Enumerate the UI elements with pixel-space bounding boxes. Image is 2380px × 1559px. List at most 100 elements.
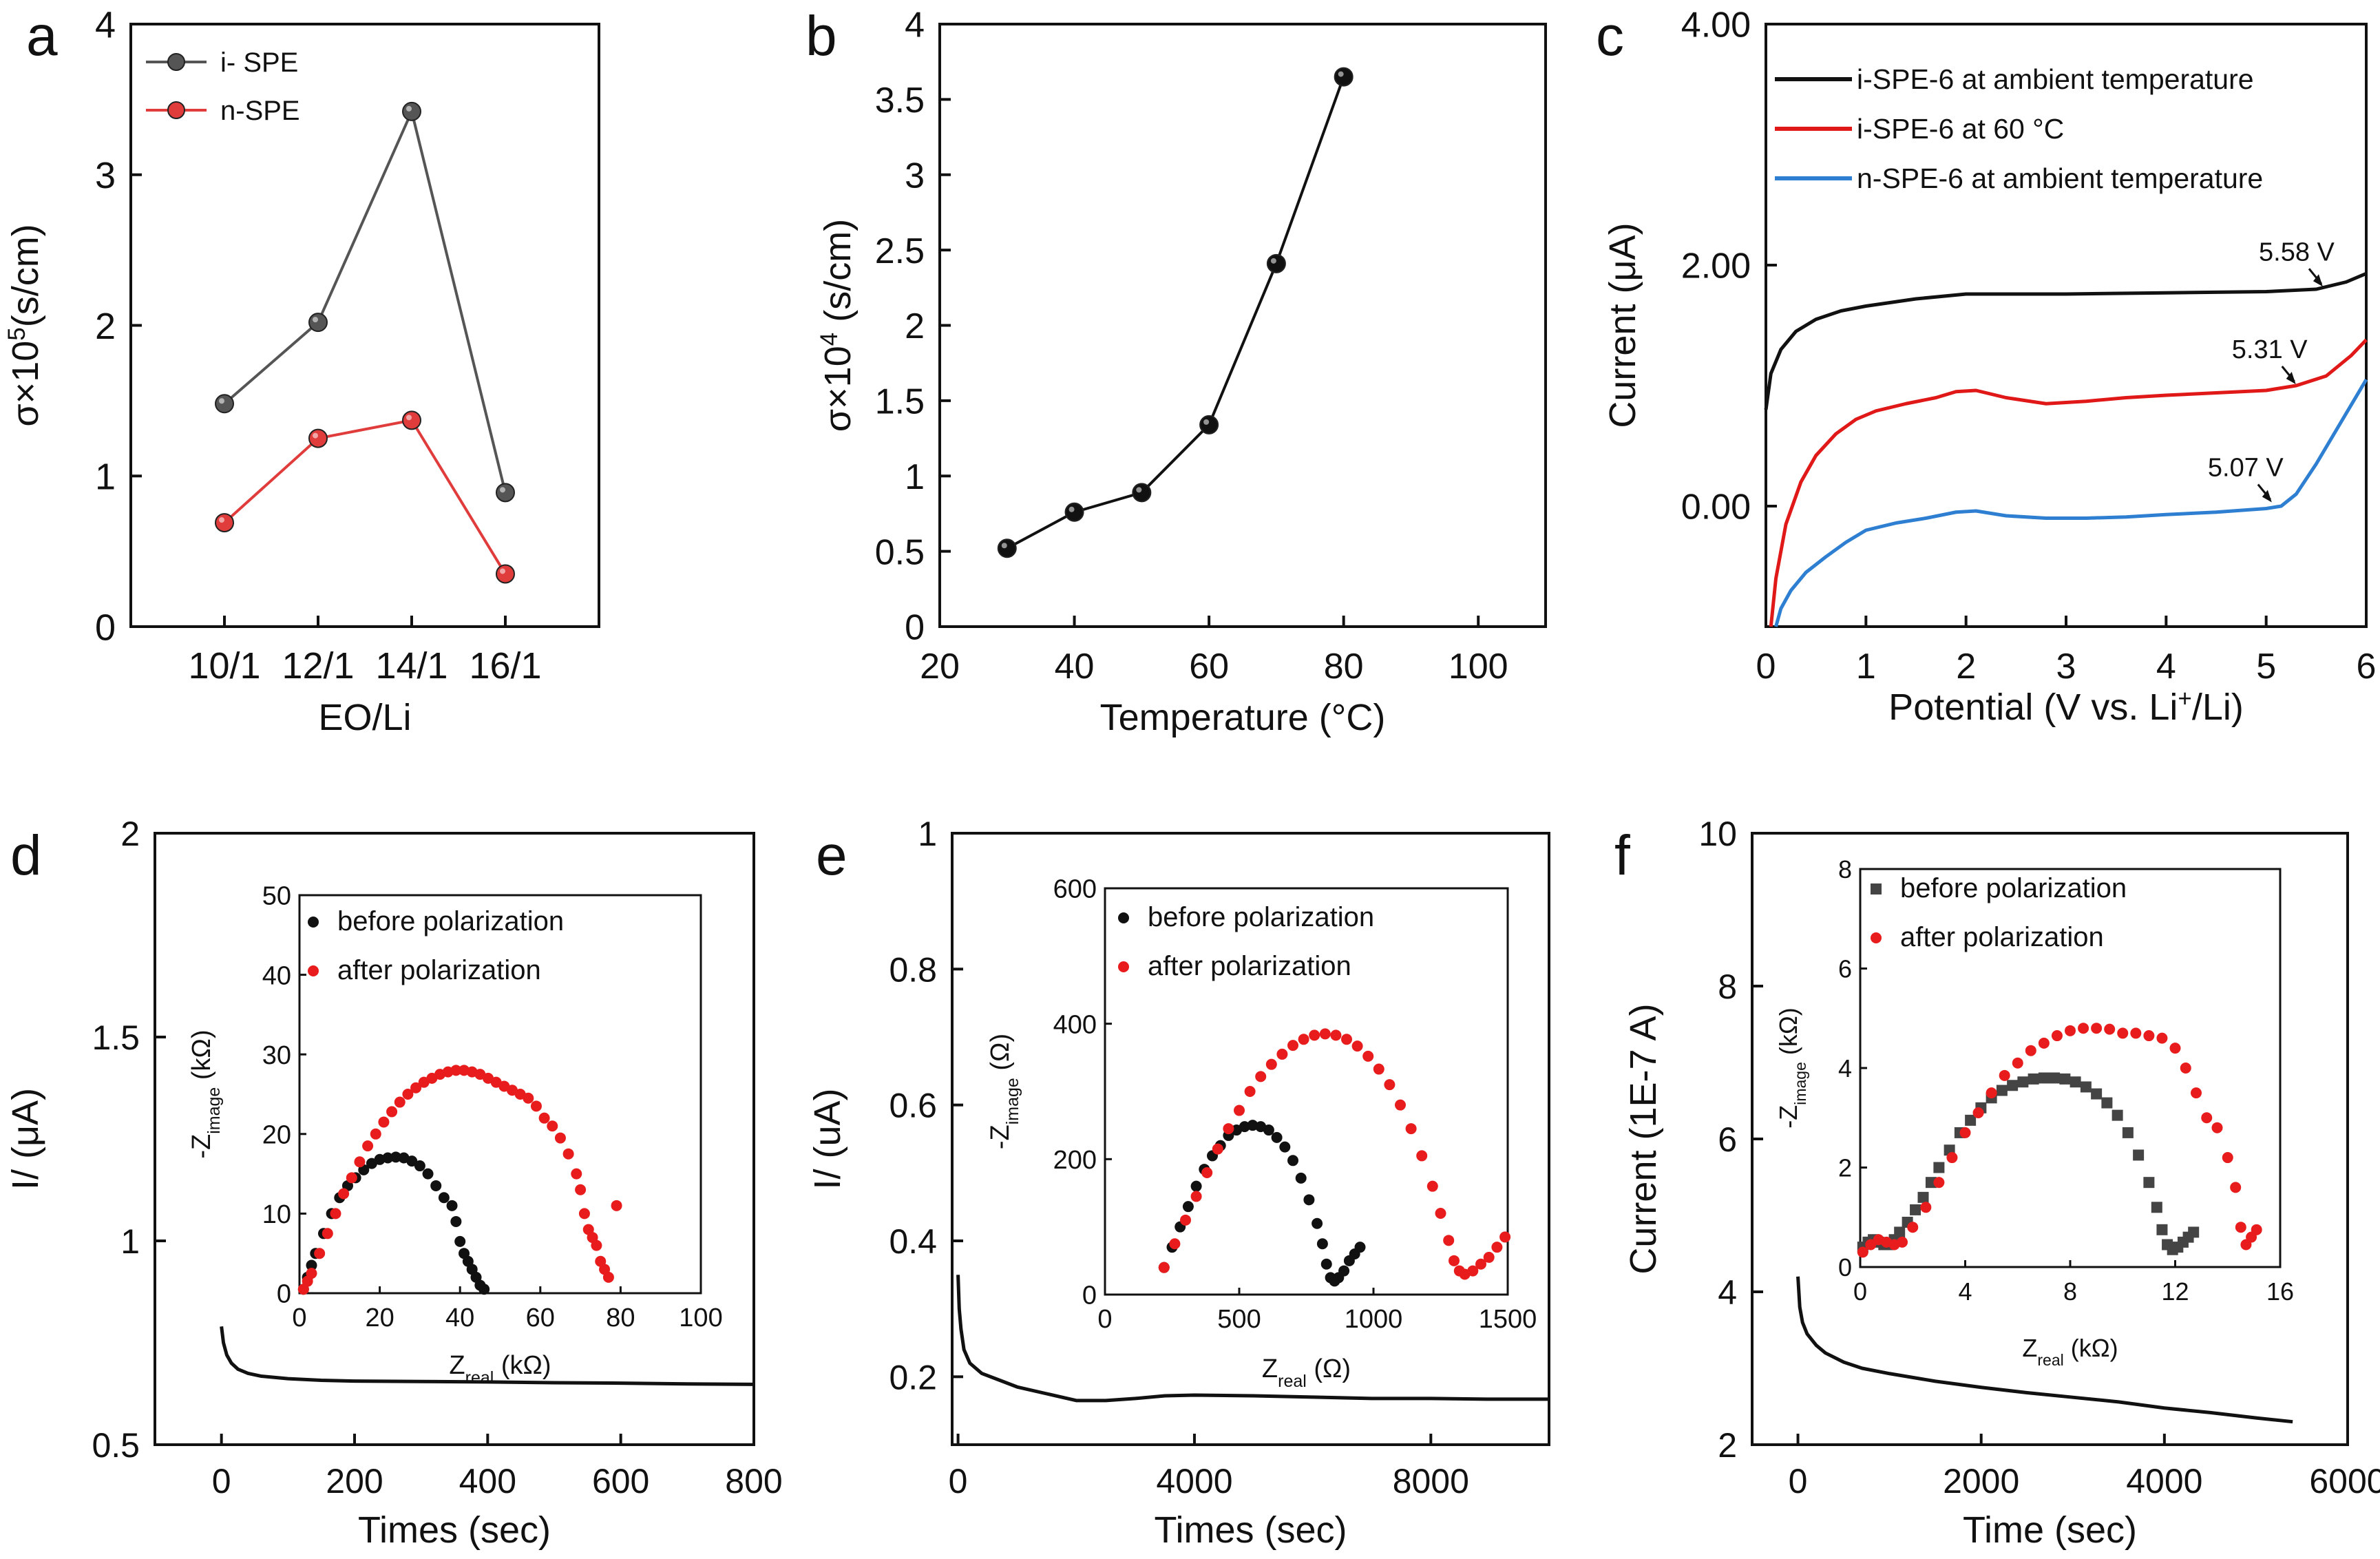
data-point [1857, 1246, 1868, 1258]
data-point [2143, 1177, 2155, 1189]
y-tick-label: 1 [95, 457, 116, 498]
data-point [2211, 1122, 2223, 1133]
series-line [1006, 76, 1345, 550]
data-point [2104, 1023, 2116, 1035]
x-tick-label: 6000 [2309, 1462, 2380, 1500]
data-point [314, 1248, 326, 1259]
legend-marker [167, 101, 185, 119]
data-point [382, 1152, 394, 1164]
data-point [1234, 1105, 1245, 1116]
data-point [1309, 1029, 1320, 1041]
data-point [1276, 1048, 1288, 1060]
data-point [1190, 1180, 1202, 1192]
x-tick-label: 400 [459, 1462, 516, 1500]
data-point [1298, 1034, 1309, 1045]
x-axis-label: Times (sec) [358, 1509, 551, 1551]
y-tick-label: 2 [95, 306, 116, 347]
series-line [1796, 1276, 2293, 1424]
data-point [454, 1235, 466, 1247]
data-point [547, 1120, 558, 1132]
data-point [2156, 1224, 2168, 1235]
x-axis-label: EO/Li [318, 697, 411, 738]
data-point [446, 1200, 458, 1211]
data-point [562, 1148, 574, 1160]
panel-letter: b [805, 5, 837, 67]
data-point [1064, 502, 1084, 522]
marker-highlight [1136, 487, 1142, 493]
data-point [1303, 1194, 1315, 1206]
series-line [220, 1326, 755, 1386]
plot-frame [1104, 887, 1509, 1296]
data-point [322, 1228, 333, 1239]
y-tick-label: 0.2 [889, 1358, 937, 1396]
x-tick-label: 40 [445, 1304, 474, 1332]
annotation-label: 5.58 V [2259, 238, 2335, 266]
data-point [1959, 1127, 1971, 1138]
data-point [2101, 1097, 2113, 1109]
data-point [1910, 1204, 1921, 1215]
inset-legend-label: before polarization [337, 906, 564, 937]
x-tick-label: 0 [1097, 1305, 1112, 1334]
marker-highlight [219, 398, 224, 404]
legend-label: i-SPE-6 at 60 °C [1857, 113, 2064, 145]
y-tick-label: 0 [1838, 1253, 1852, 1281]
y-tick-label: 0 [1082, 1281, 1097, 1310]
data-point [362, 1140, 374, 1152]
data-point [1201, 1167, 1213, 1178]
y-tick-label: 40 [262, 961, 291, 990]
inset-background [299, 895, 701, 1293]
data-point [2078, 1023, 2089, 1034]
data-point [2065, 1025, 2076, 1036]
panel-letter: a [26, 5, 58, 67]
x-tick-label: 5 [2256, 647, 2276, 687]
data-point [1384, 1079, 1396, 1091]
x-tick-label: 3 [2056, 647, 2076, 687]
y-axis-label: Current (1E-7 A) [1623, 1003, 1664, 1274]
x-tick-label: 16 [2266, 1277, 2294, 1306]
x-tick-label: 4000 [2126, 1462, 2202, 1500]
y-axis-label: -Zimage (kΩ) [1774, 1007, 1809, 1129]
data-point [1287, 1155, 1298, 1166]
x-tick-label: 4 [2156, 647, 2176, 687]
data-point [1395, 1099, 1406, 1111]
y-tick-label: 8 [1838, 855, 1852, 883]
data-point [2235, 1222, 2246, 1233]
data-point [1271, 1131, 1283, 1143]
data-point [1341, 1034, 1352, 1045]
marker-highlight [500, 568, 505, 574]
data-point [1330, 1029, 1342, 1041]
x-tick-label: 20 [920, 647, 960, 687]
data-point [538, 1112, 550, 1124]
x-axis-label: Times (sec) [1155, 1509, 1347, 1551]
y-tick-label: 0.8 [889, 950, 937, 989]
data-point [1295, 1172, 1307, 1184]
data-point [1182, 1201, 1194, 1213]
data-point [1416, 1150, 1428, 1162]
inset-legend-label: after polarization [337, 955, 541, 985]
data-point [1897, 1236, 1908, 1248]
x-tick-label: 2 [1956, 647, 1976, 687]
data-point [2151, 1202, 2162, 1213]
data-point [602, 1271, 614, 1283]
y-tick-label: 30 [262, 1041, 291, 1070]
data-point [1351, 1040, 1363, 1052]
data-point [1499, 1231, 1511, 1243]
series-line [1764, 271, 2367, 410]
y-tick-label: 20 [262, 1120, 291, 1149]
y-tick-label: 2 [905, 306, 925, 346]
data-point [2169, 1043, 2181, 1054]
inset-legend-label: after polarization [1148, 951, 1351, 981]
panel-letter: f [1614, 824, 1630, 887]
y-axis-label: I/ (uA) [807, 1088, 848, 1189]
y-tick-label: 1.5 [875, 382, 925, 422]
annotation-arrowhead [2262, 490, 2272, 503]
x-tick-label: 0 [1756, 647, 1776, 687]
data-point [402, 1089, 414, 1100]
marker-highlight [1001, 543, 1007, 549]
inset-d: 0 10 20 30 40 50 0 20 40 60 80 100 Zreal (kΩ) -Zimage… [187, 882, 723, 1388]
y-tick-label: 400 [1053, 1010, 1097, 1039]
data-point [1255, 1071, 1267, 1082]
y-tick-label: 2 [1718, 1426, 1737, 1465]
y-tick-label: 0.6 [889, 1087, 937, 1125]
y-tick-label: 0.5 [875, 532, 925, 572]
